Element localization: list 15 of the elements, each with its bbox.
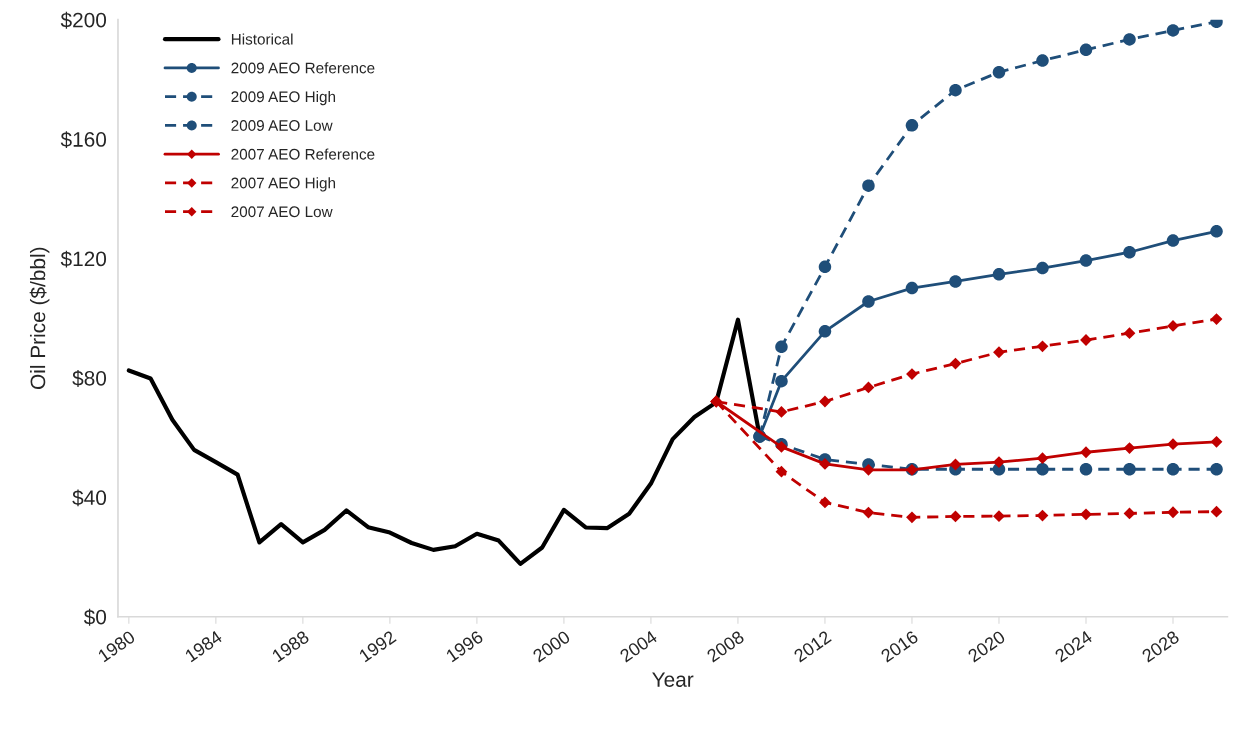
legend-label: Historical [231, 33, 293, 45]
y-tick-label: $40 [72, 489, 107, 507]
legend-label: 2007 AEO High [231, 177, 336, 192]
legend-label: 2009 AEO Low [231, 120, 333, 131]
legend-label: 2007 AEO Low [231, 206, 333, 218]
y-tick-label: $80 [72, 370, 107, 387]
y-tick-label: $0 [83, 608, 107, 626]
y-tick-label: $120 [60, 250, 107, 268]
x-axis-title: Year [652, 672, 694, 687]
legend-label: 2009 AEO Reference [231, 62, 375, 74]
legend-label: 2007 AEO Reference [231, 148, 375, 160]
y-tick-label: $200 [60, 11, 107, 29]
y-axis-title: Oil Price ($/bbl) [29, 247, 50, 389]
legend-label: 2009 AEO High [231, 90, 336, 106]
y-tick-label: $160 [60, 131, 107, 149]
